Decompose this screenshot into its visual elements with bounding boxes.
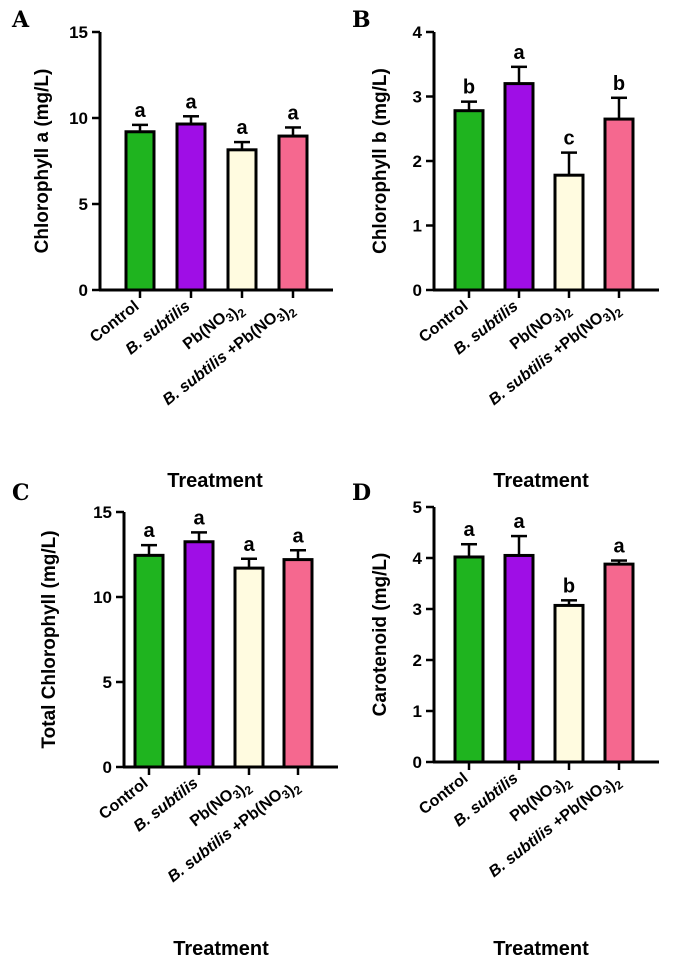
y-tick-label: 3 xyxy=(413,88,422,107)
panel-letter: B xyxy=(352,7,371,33)
y-tick-label: 5 xyxy=(103,673,112,692)
x-axis-title-bottom-left: Treatment xyxy=(173,938,269,960)
y-tick-label: 15 xyxy=(93,503,112,522)
bar xyxy=(603,117,635,292)
panel-letter: D xyxy=(352,480,371,506)
y-tick-label: 2 xyxy=(413,651,422,670)
y-tick-label: 10 xyxy=(93,588,112,607)
y-tick-label: 5 xyxy=(79,195,88,214)
significance-letter: a xyxy=(287,102,299,124)
bar xyxy=(233,566,265,769)
y-axis-title: Carotenoid (mg/L) xyxy=(370,553,391,717)
bar xyxy=(183,540,215,769)
y-tick-label: 5 xyxy=(413,498,422,517)
y-tick-label: 0 xyxy=(79,281,88,300)
y-tick-label: 4 xyxy=(413,549,423,568)
significance-letter: a xyxy=(236,117,248,139)
y-tick-label: 0 xyxy=(413,753,422,772)
bar xyxy=(453,555,485,764)
y-axis-title: Chlorophyll a (mg/L) xyxy=(32,69,53,254)
y-tick-label: 1 xyxy=(413,217,422,236)
x-axis-title: Treatment xyxy=(167,470,263,492)
bar xyxy=(133,553,165,769)
bar xyxy=(503,82,535,292)
bar xyxy=(277,134,309,292)
panel-letter: C xyxy=(12,480,30,506)
significance-letter: b xyxy=(613,73,625,95)
significance-letter: a xyxy=(292,525,304,547)
panel-letter: A xyxy=(11,7,30,33)
y-axis-title: Chlorophyll b (mg/L) xyxy=(370,68,391,254)
significance-letter: a xyxy=(143,520,155,542)
x-axis-title: Treatment xyxy=(493,938,589,960)
significance-letter: a xyxy=(613,536,625,558)
significance-letter: a xyxy=(463,519,475,541)
y-tick-label: 4 xyxy=(413,23,423,42)
y-tick-label: 0 xyxy=(103,758,112,777)
significance-letter: a xyxy=(193,507,205,529)
bar xyxy=(603,562,635,764)
y-axis-title: Total Chlorophyll (mg/L) xyxy=(39,530,60,748)
bar xyxy=(553,173,585,292)
y-tick-label: 2 xyxy=(413,152,422,171)
significance-letter: a xyxy=(513,42,525,64)
significance-letter: b xyxy=(463,77,475,99)
significance-letter: a xyxy=(513,511,525,533)
x-axis-title: Treatment xyxy=(493,470,589,492)
bar xyxy=(226,148,258,292)
y-tick-label: 0 xyxy=(413,281,422,300)
bar xyxy=(503,553,535,764)
bar xyxy=(453,109,485,292)
bar xyxy=(175,122,207,292)
y-tick-label: 3 xyxy=(413,600,422,619)
bar xyxy=(553,603,585,764)
significance-letter: b xyxy=(563,575,575,597)
y-tick-label: 1 xyxy=(413,702,422,721)
y-tick-label: 15 xyxy=(69,23,88,42)
significance-letter: a xyxy=(134,100,146,122)
bar xyxy=(124,130,156,292)
y-tick-label: 10 xyxy=(69,109,88,128)
significance-letter: a xyxy=(185,91,197,113)
bar xyxy=(282,558,314,769)
significance-letter: c xyxy=(563,128,574,150)
significance-letter: a xyxy=(243,534,255,556)
